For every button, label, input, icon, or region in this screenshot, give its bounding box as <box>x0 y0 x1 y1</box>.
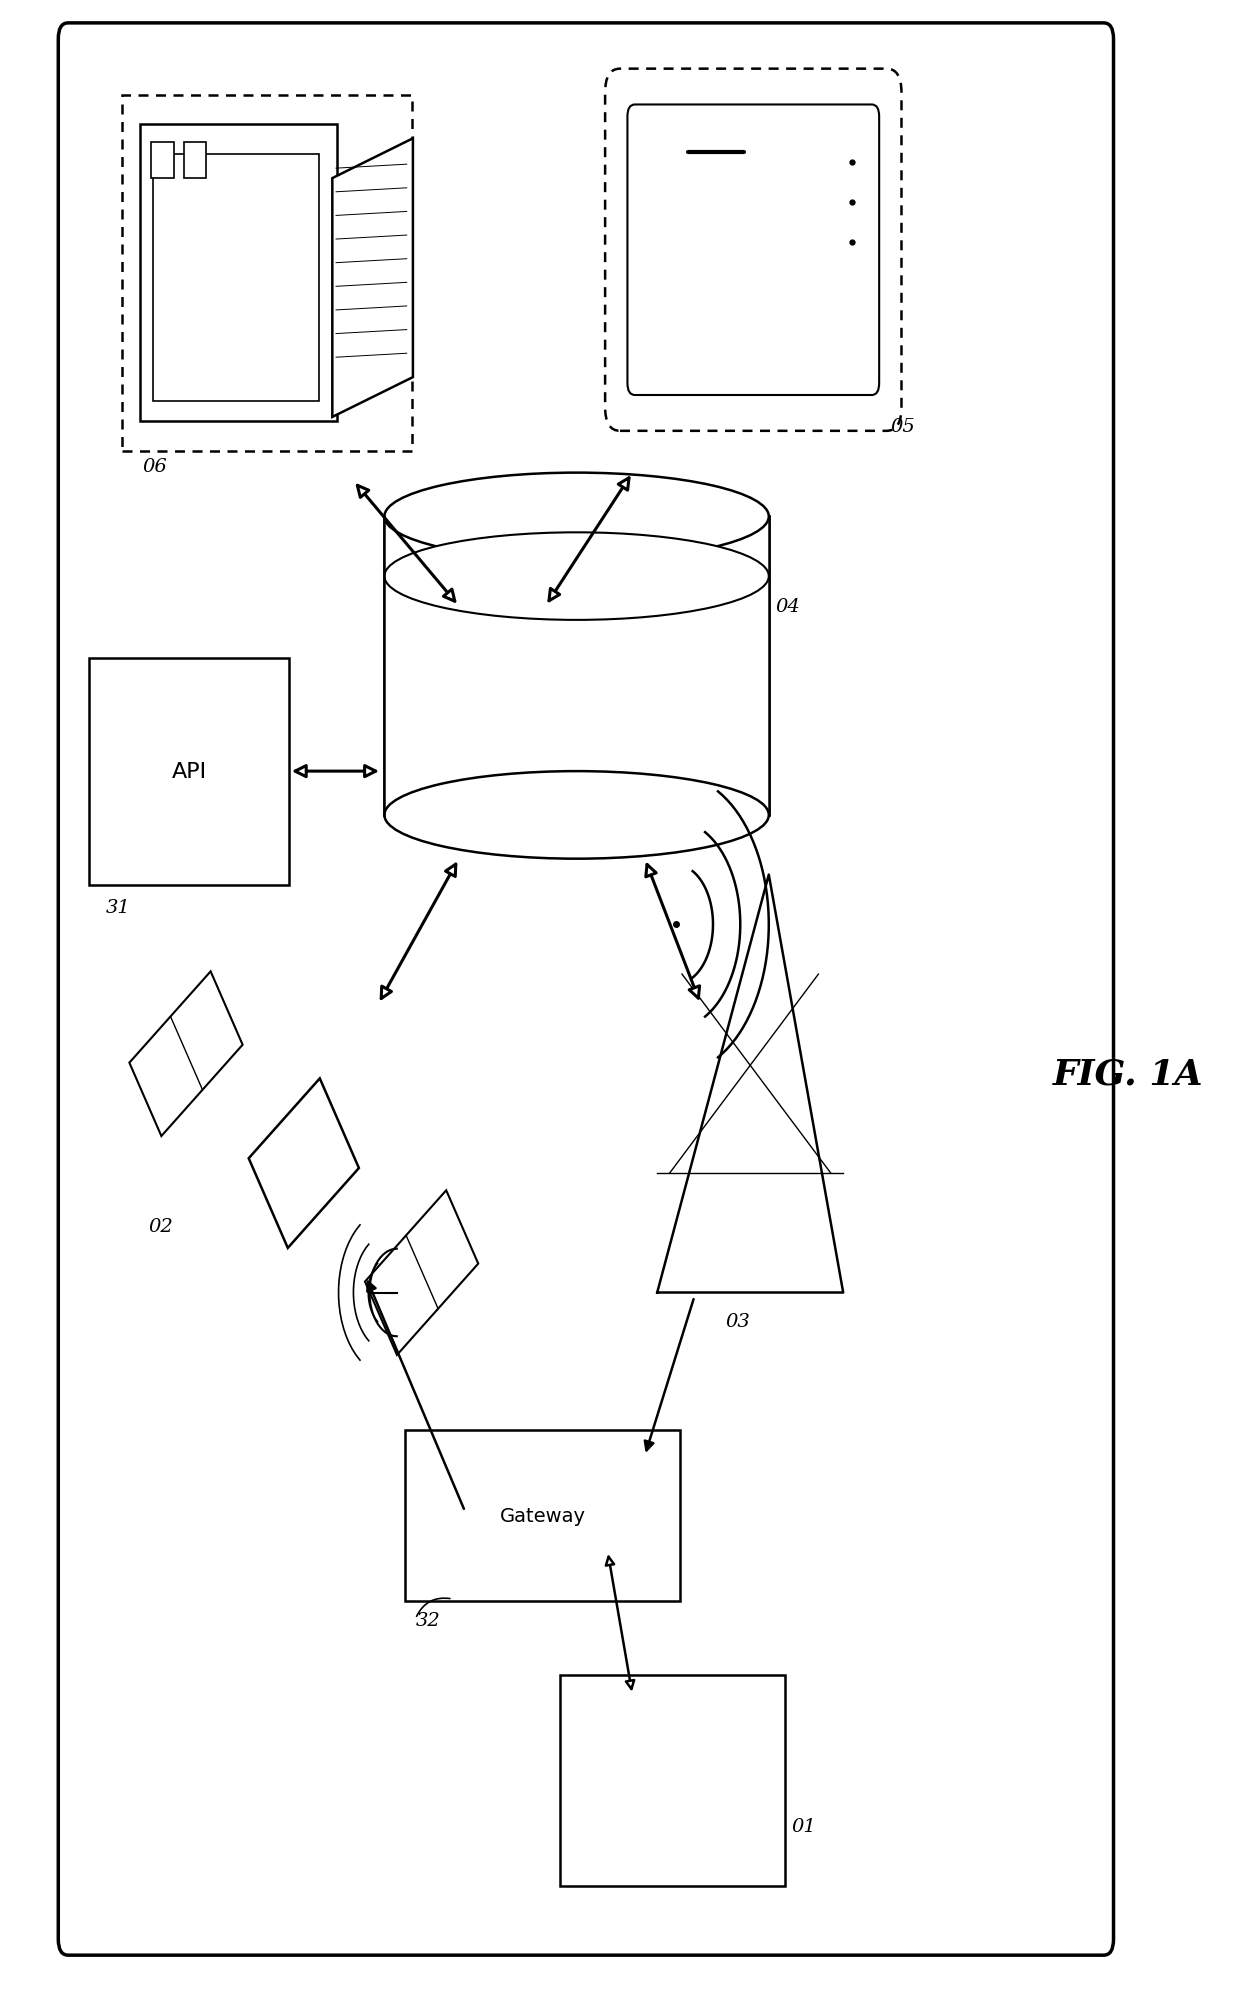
Polygon shape <box>249 1078 358 1249</box>
Bar <box>184 143 206 179</box>
FancyBboxPatch shape <box>89 658 289 885</box>
FancyBboxPatch shape <box>140 125 337 422</box>
Text: 03: 03 <box>725 1313 750 1331</box>
Ellipse shape <box>384 473 769 561</box>
Text: 31: 31 <box>105 899 130 917</box>
FancyBboxPatch shape <box>153 155 319 402</box>
Ellipse shape <box>384 772 769 859</box>
FancyBboxPatch shape <box>58 24 1114 1955</box>
Text: 06: 06 <box>143 457 167 475</box>
Text: Gateway: Gateway <box>500 1506 585 1526</box>
FancyBboxPatch shape <box>405 1430 680 1601</box>
FancyBboxPatch shape <box>605 70 901 432</box>
Text: 05: 05 <box>890 418 915 436</box>
Bar <box>151 143 174 179</box>
Text: 02: 02 <box>149 1217 174 1235</box>
Polygon shape <box>129 973 243 1136</box>
FancyBboxPatch shape <box>384 517 769 815</box>
Polygon shape <box>365 1191 479 1355</box>
Text: 04: 04 <box>775 597 800 617</box>
Text: API: API <box>171 762 207 782</box>
FancyBboxPatch shape <box>122 95 412 452</box>
FancyBboxPatch shape <box>627 105 879 396</box>
Polygon shape <box>332 139 413 418</box>
Ellipse shape <box>384 533 769 621</box>
FancyBboxPatch shape <box>560 1675 785 1886</box>
Text: 32: 32 <box>415 1611 440 1629</box>
Text: 01: 01 <box>791 1816 816 1836</box>
Text: FIG. 1A: FIG. 1A <box>1053 1056 1204 1092</box>
